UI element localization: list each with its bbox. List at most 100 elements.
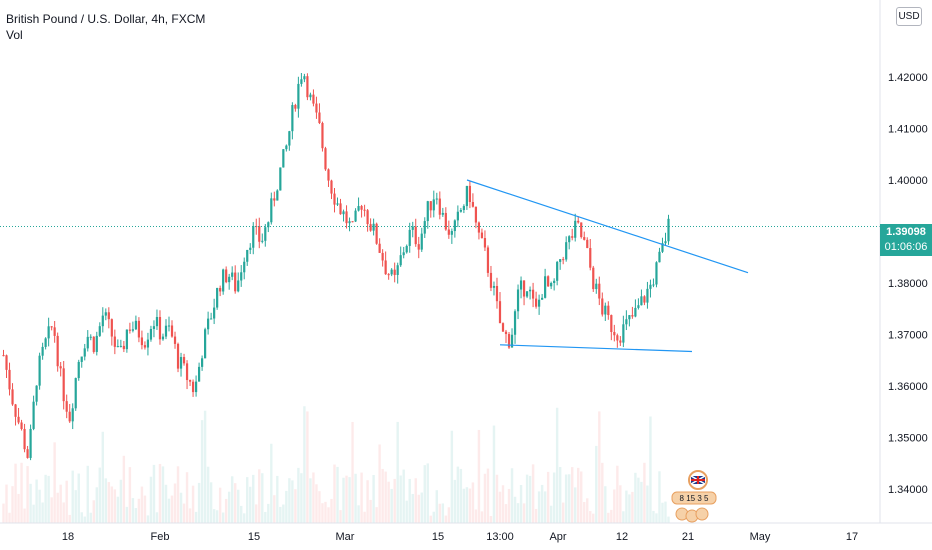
price-tick-label: 1.40000 xyxy=(888,175,928,187)
volume-bar xyxy=(468,488,472,523)
volume-indicator-label[interactable]: Vol xyxy=(6,28,23,42)
candle-body xyxy=(194,381,198,393)
volume-bar xyxy=(417,494,420,523)
candle-body xyxy=(372,223,375,231)
volume-bar xyxy=(191,485,195,523)
candle-body xyxy=(291,105,294,132)
volume-bar xyxy=(29,483,32,523)
candle-body xyxy=(583,237,586,240)
volume-bar xyxy=(297,467,300,523)
candle-body xyxy=(474,206,478,223)
volume-bar xyxy=(405,500,408,523)
volume-bar xyxy=(249,486,252,523)
candle-body xyxy=(559,259,562,262)
volume-bar xyxy=(471,482,475,523)
candle-body xyxy=(384,260,387,275)
candle-body xyxy=(586,239,589,249)
currency-button[interactable]: USD xyxy=(896,7,922,26)
candle-body xyxy=(339,203,342,215)
candle-body xyxy=(655,262,658,285)
candle-body xyxy=(5,355,8,370)
candle-body xyxy=(32,401,35,429)
volume-bar xyxy=(604,486,607,523)
volume-bar xyxy=(62,502,65,523)
candle-body xyxy=(522,280,526,297)
candle-body xyxy=(219,287,222,292)
candle-body xyxy=(11,389,14,405)
candle-body xyxy=(595,283,598,290)
volume-bar xyxy=(104,478,108,523)
upper-trendline[interactable] xyxy=(466,179,749,274)
volume-bar xyxy=(435,490,439,523)
volume-bar xyxy=(140,486,144,523)
candle-body xyxy=(459,209,462,212)
candle-body xyxy=(185,363,189,381)
candle-body xyxy=(640,296,643,306)
time-tick-label: 21 xyxy=(682,531,694,543)
volume-bar xyxy=(486,468,490,523)
volume-bar xyxy=(38,489,41,523)
volume-bar xyxy=(128,467,132,523)
candle-body xyxy=(2,355,5,357)
volume-bar xyxy=(571,467,574,523)
candle-body xyxy=(489,272,493,288)
candle-body xyxy=(342,211,345,215)
time-axis[interactable]: 18 Feb 15 Mar 15 13:00 Apr 12 21 May 17 xyxy=(62,531,858,543)
volume-bar xyxy=(555,407,559,523)
candle-body xyxy=(20,422,23,429)
volume-bar xyxy=(507,488,511,523)
candle-body xyxy=(107,312,110,320)
candle-body xyxy=(258,226,261,242)
volume-bar xyxy=(426,463,429,523)
volume-bar xyxy=(2,503,5,523)
volume-bars xyxy=(2,406,670,523)
volume-bar xyxy=(453,479,457,523)
economic-events-badge[interactable]: 8 15 3 5 xyxy=(668,470,720,530)
volume-bar xyxy=(543,491,547,523)
candle-body xyxy=(649,284,652,289)
volume-bar xyxy=(26,466,29,523)
candle-body xyxy=(604,305,607,315)
price-axis[interactable]: 1.42000 1.41000 1.40000 1.38000 1.37000 1.360… xyxy=(888,72,928,496)
candle-body xyxy=(71,408,74,422)
candle-body xyxy=(399,255,402,266)
volume-bar xyxy=(65,480,68,523)
volume-bar xyxy=(631,491,634,523)
volume-bar xyxy=(306,411,309,523)
volume-bar xyxy=(549,505,553,523)
volume-bar xyxy=(261,473,264,523)
candle-body xyxy=(432,199,435,211)
candle-body xyxy=(110,319,113,337)
candle-body xyxy=(565,242,568,260)
candle-body xyxy=(501,323,505,332)
volume-bar xyxy=(354,473,357,523)
candle-body xyxy=(525,291,529,297)
volume-bar xyxy=(89,512,92,523)
candle-body xyxy=(516,289,520,312)
candle-body xyxy=(360,206,363,210)
volume-bar xyxy=(47,475,50,523)
candle-body xyxy=(149,329,153,340)
volume-bar xyxy=(522,503,526,523)
candle-body xyxy=(47,326,50,339)
volume-bar xyxy=(363,511,366,523)
volume-bar xyxy=(342,477,345,523)
lower-trendline[interactable] xyxy=(499,344,693,353)
candle-body xyxy=(128,329,131,331)
volume-bar xyxy=(294,489,297,523)
candle-body xyxy=(390,269,393,275)
candle-body xyxy=(50,326,53,328)
candle-body xyxy=(378,243,381,253)
volume-bar xyxy=(474,509,478,523)
candle-body xyxy=(426,201,429,222)
volume-bar xyxy=(98,467,101,523)
candle-body xyxy=(450,231,453,235)
candle-body xyxy=(92,336,95,352)
volume-bar xyxy=(528,475,532,523)
volume-bar xyxy=(432,511,435,523)
volume-bar xyxy=(634,472,637,523)
candle-body xyxy=(393,269,396,275)
candle-body xyxy=(598,283,601,299)
candle-body xyxy=(357,206,360,211)
